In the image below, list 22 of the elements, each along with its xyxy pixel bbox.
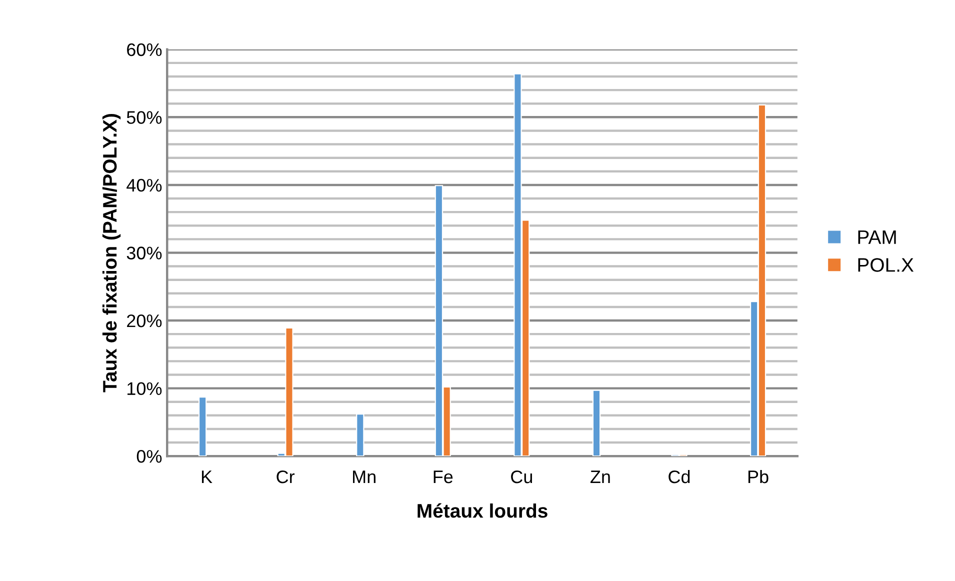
y-tick-label: 60% [127, 43, 162, 56]
x-tick-label: Zn [590, 470, 610, 484]
y-tick-label: 0% [136, 450, 162, 463]
bar [356, 414, 364, 456]
x-tick-label: Cd [668, 470, 690, 484]
x-tick-label: Cu [511, 470, 532, 484]
bar [592, 390, 601, 456]
x-tick-label: Fe [434, 470, 453, 484]
x-tick-label: K [202, 470, 212, 484]
y-tick-label: 30% [126, 246, 162, 260]
legend-label: PAM [858, 230, 896, 244]
y-tick-label: 20% [127, 314, 162, 328]
x-tick-label: Mn [353, 470, 376, 484]
x-axis-title: Métaux lourds [418, 503, 548, 518]
y-tick-label: 10% [128, 382, 162, 396]
bar [198, 396, 207, 456]
y-axis-title: Taux de fixation (PAM/POLY.X) [102, 114, 121, 392]
x-tick-label: Pb [748, 470, 768, 484]
y-tick-label: 40% [126, 178, 162, 192]
legend-label: POL.X [858, 258, 914, 272]
y-tick-label: 50% [126, 111, 162, 124]
x-tick-label: Cr [276, 470, 295, 484]
